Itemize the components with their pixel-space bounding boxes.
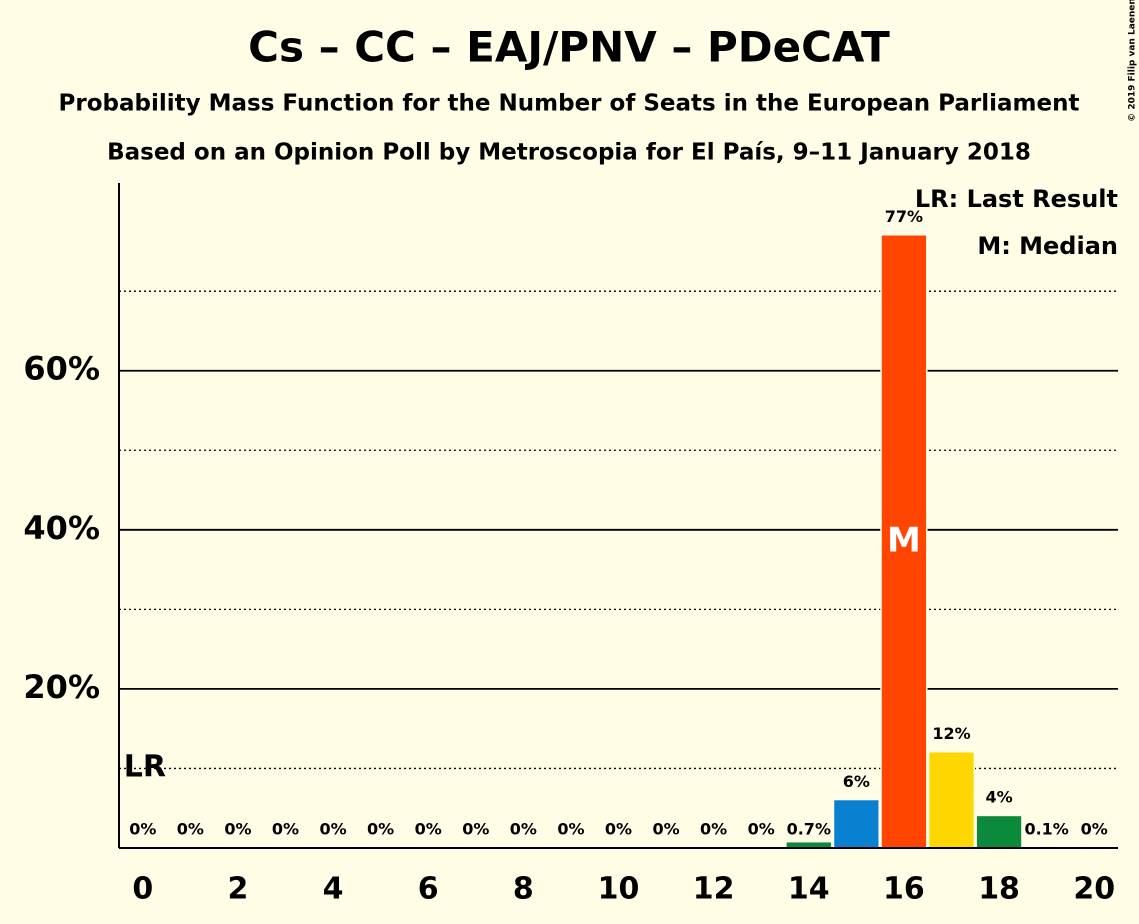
value-label: 0.7%: [787, 820, 831, 839]
value-label: 0%: [1081, 820, 1108, 839]
y-tick-label: 60%: [23, 350, 100, 388]
value-label: 0%: [748, 820, 775, 839]
chart-subtitle: Probability Mass Function for the Number…: [59, 91, 1080, 117]
legend-entry: M: Median: [977, 232, 1118, 260]
copyright: © 2019 Filip van Laenen: [1128, 0, 1138, 122]
bar: [832, 798, 880, 850]
bar: [975, 814, 1023, 850]
chart-source: Based on an Opinion Poll by Metroscopia …: [107, 140, 1031, 166]
value-label: 77%: [885, 207, 923, 226]
value-label: 4%: [985, 788, 1012, 807]
value-label: 6%: [843, 772, 870, 791]
x-tick-label: 2: [227, 872, 248, 907]
value-label: 0.1%: [1024, 820, 1068, 839]
last-result-marker: LR: [124, 750, 166, 785]
y-tick-label: 40%: [23, 509, 100, 547]
grid: [119, 290, 1118, 770]
value-label: 0%: [129, 820, 156, 839]
x-tick-label: 6: [418, 872, 439, 907]
x-tick-label: 4: [323, 872, 344, 907]
x-tick-label: 0: [132, 872, 153, 907]
value-label: 0%: [700, 820, 727, 839]
value-label: 0%: [652, 820, 679, 839]
chart-title: Cs – CC – EAJ/PNV – PDeCAT: [248, 23, 890, 72]
value-label: 0%: [415, 820, 442, 839]
x-tick-label: 8: [513, 872, 534, 907]
value-label: 0%: [510, 820, 537, 839]
value-label: 0%: [224, 820, 251, 839]
bar: [927, 751, 976, 850]
value-label: 0%: [557, 820, 584, 839]
value-label: 0%: [272, 820, 299, 839]
value-label: 0%: [605, 820, 632, 839]
value-label: 12%: [932, 724, 970, 743]
value-label: 0%: [462, 820, 489, 839]
x-tick-label: 10: [598, 872, 640, 907]
y-tick-label: 20%: [23, 668, 100, 706]
value-label: 0%: [319, 820, 346, 839]
median-marker: M: [887, 520, 921, 560]
legend-entry: LR: Last Result: [915, 185, 1118, 213]
x-tick-label: 12: [693, 872, 735, 907]
value-label: 0%: [177, 820, 204, 839]
x-tick-label: 16: [883, 872, 925, 907]
x-tick-label: 14: [788, 872, 830, 907]
x-tick-label: 18: [978, 872, 1020, 907]
x-tick-label: 20: [1073, 872, 1115, 907]
value-label: 0%: [367, 820, 394, 839]
